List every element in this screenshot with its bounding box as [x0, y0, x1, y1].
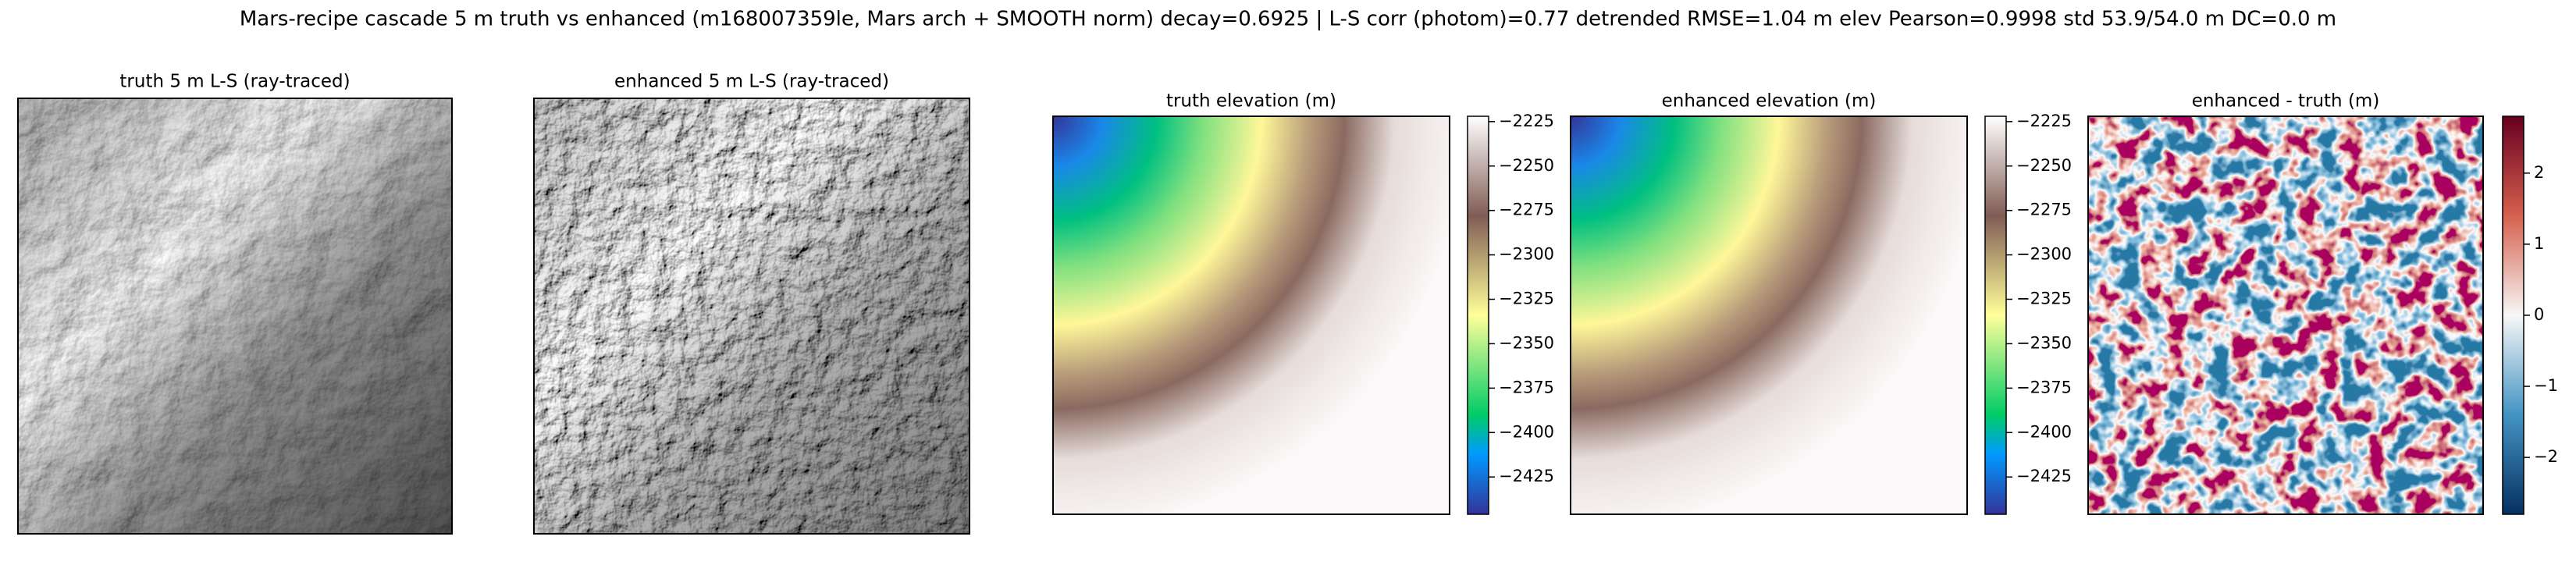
- panel-frame: [2087, 115, 2484, 515]
- colorbar-tick-label: 2: [2534, 163, 2544, 182]
- colorbar-tick-label: −2275: [1499, 201, 1554, 219]
- colorbar-tick-label: −2300: [2016, 245, 2072, 264]
- colorbar-tick-label: −2225: [2016, 112, 2072, 130]
- panel-title: enhanced 5 m L-S (ray-traced): [614, 72, 889, 92]
- colorbar-tick-label: 0: [2534, 305, 2544, 324]
- elevation-image: [1571, 116, 1967, 514]
- illumination-overlay: [18, 98, 452, 534]
- colorbar-tick-label: −2375: [1499, 378, 1554, 396]
- colorbar-tick-label: 1: [2534, 234, 2544, 253]
- colorbar-tick-label: −2: [2534, 447, 2558, 466]
- colorbar-tick-label: −2325: [1499, 290, 1554, 308]
- panel-title: truth elevation (m): [1166, 91, 1336, 112]
- colorbar: [1467, 115, 1489, 515]
- colorbar-tick-label: −2300: [1499, 245, 1554, 264]
- illumination-overlay: [534, 98, 970, 534]
- panel-frame: [1052, 115, 1450, 515]
- panel-frame: [17, 98, 453, 535]
- colorbar: [2502, 115, 2524, 515]
- colorbar-tick-label: −2325: [2016, 290, 2072, 308]
- panel-title: enhanced - truth (m): [2192, 91, 2380, 112]
- colorbar-tick-label: −1: [2534, 376, 2558, 395]
- colorbar-tick-label: −2400: [2016, 422, 2072, 441]
- panel-frame: [533, 98, 970, 535]
- colorbar-tick-label: −2425: [1499, 467, 1554, 485]
- colorbar-tick-label: −2350: [2016, 333, 2072, 352]
- colorbar-tick-label: −2350: [1499, 333, 1554, 352]
- colorbar-tick-label: −2250: [2016, 156, 2072, 175]
- colorbar-tick-label: −2425: [2016, 467, 2072, 485]
- colorbar: [1984, 115, 2007, 515]
- colorbar-tick-label: −2225: [1499, 112, 1554, 130]
- colorbar-tick-label: −2375: [2016, 378, 2072, 396]
- colorbar-tick-label: −2250: [1499, 156, 1554, 175]
- colorbar-tick-label: −2275: [2016, 201, 2072, 219]
- elevation-image: [1053, 116, 1450, 514]
- colorbar-tick-label: −2400: [1499, 422, 1554, 441]
- difference-image: [2088, 116, 2483, 514]
- panel-title: truth 5 m L-S (ray-traced): [119, 72, 350, 92]
- panel-frame: [1570, 115, 1968, 515]
- panel-title: enhanced elevation (m): [1662, 91, 1877, 112]
- figure-title: Mars-recipe cascade 5 m truth vs enhance…: [240, 8, 2336, 31]
